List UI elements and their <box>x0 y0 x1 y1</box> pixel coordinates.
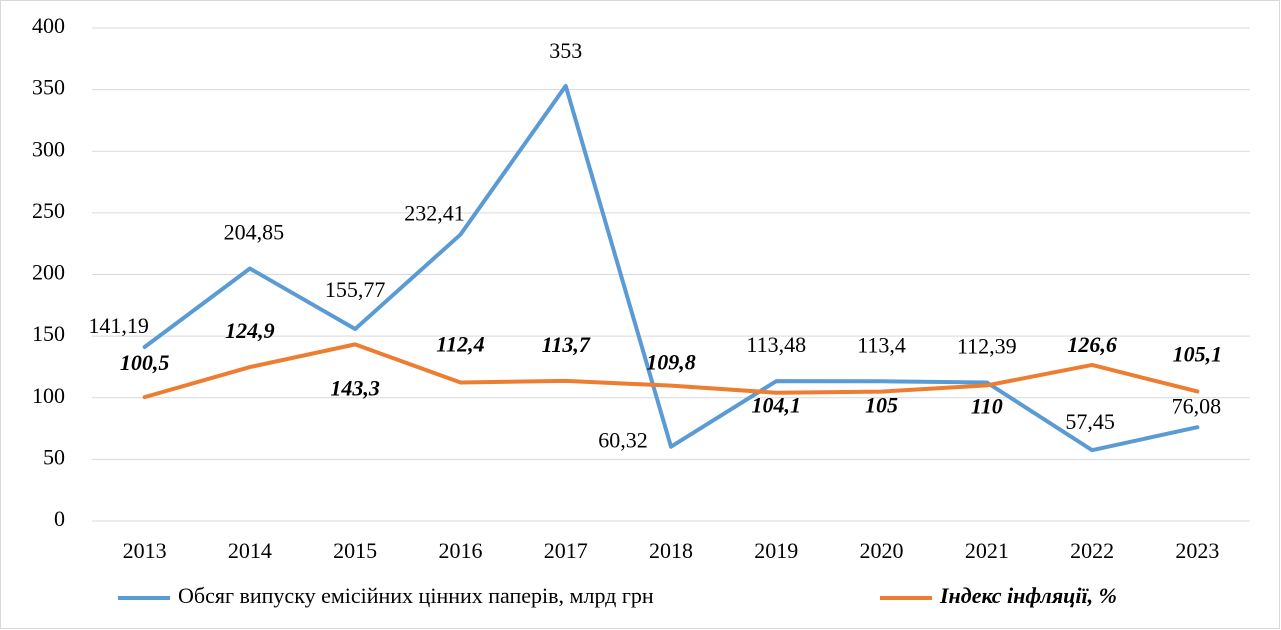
data-label: 112,4 <box>436 332 484 357</box>
x-tick-label: 2021 <box>965 538 1009 563</box>
x-tick-label: 2023 <box>1175 538 1219 563</box>
y-tick-label: 400 <box>32 13 65 38</box>
y-tick-label: 0 <box>54 506 65 531</box>
data-label: 143,3 <box>330 375 380 400</box>
x-tick-label: 2020 <box>860 538 904 563</box>
series-line <box>142 342 1200 400</box>
x-tick-label: 2017 <box>544 538 588 563</box>
data-label: 100,5 <box>120 350 170 375</box>
x-tick-label: 2018 <box>649 538 693 563</box>
x-tick-label: 2015 <box>333 538 377 563</box>
data-label: 76,08 <box>1172 393 1222 418</box>
data-label: 353 <box>549 38 582 63</box>
data-label: 60,32 <box>598 428 648 453</box>
legend-label: Індекс інфляції, % <box>939 583 1117 608</box>
data-label: 155,77 <box>325 277 386 302</box>
y-tick-label: 150 <box>32 321 65 346</box>
data-label: 113,7 <box>542 332 591 357</box>
data-label: 109,8 <box>646 350 696 375</box>
data-label: 113,4 <box>857 332 906 357</box>
data-label: 113,48 <box>746 332 806 357</box>
y-tick-label: 100 <box>32 383 65 408</box>
x-tick-label: 2014 <box>228 538 272 563</box>
data-label: 110 <box>971 393 1003 418</box>
data-label: 105 <box>865 393 898 418</box>
data-label: 124,9 <box>225 318 275 343</box>
y-tick-label: 300 <box>32 136 65 161</box>
series-line <box>142 83 1200 453</box>
legend-label: Обсяг випуску емісійних цінних паперів, … <box>178 583 654 608</box>
y-tick-label: 200 <box>32 260 65 285</box>
data-label: 105,1 <box>1173 342 1223 367</box>
data-label: 57,45 <box>1065 409 1115 434</box>
data-label: 141,19 <box>88 313 149 338</box>
data-label: 112,39 <box>957 334 1017 359</box>
x-tick-label: 2013 <box>123 538 167 563</box>
data-label: 104,1 <box>752 393 802 418</box>
x-tick-label: 2016 <box>438 538 482 563</box>
data-label: 126,6 <box>1067 332 1117 357</box>
x-tick-label: 2019 <box>754 538 798 563</box>
y-tick-label: 350 <box>32 75 65 100</box>
y-tick-label: 50 <box>43 444 65 469</box>
data-label: 232,41 <box>404 201 465 226</box>
y-tick-label: 250 <box>32 198 65 223</box>
x-tick-label: 2022 <box>1070 538 1114 563</box>
data-label: 204,85 <box>224 220 285 245</box>
